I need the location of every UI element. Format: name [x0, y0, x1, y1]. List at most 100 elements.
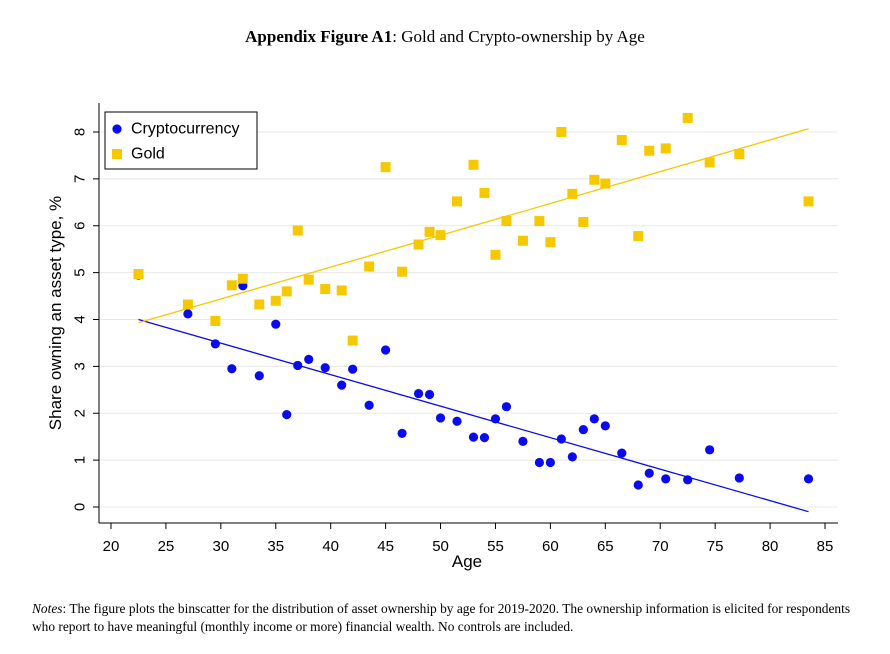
- legend-label-gold: Gold: [131, 146, 165, 163]
- notes-label: Notes: [32, 601, 63, 616]
- x-tick-label-60: 60: [542, 538, 559, 555]
- x-tick-label-50: 50: [432, 538, 449, 555]
- gold-point-10: [320, 284, 331, 295]
- x-tick-label-20: 20: [103, 538, 120, 555]
- crypto-point-27: [556, 434, 566, 444]
- y-tick-label-0: 0: [72, 503, 89, 511]
- y-tick-label-8: 8: [72, 128, 89, 136]
- crypto-point-15: [397, 428, 407, 439]
- crypto-point-19: [452, 416, 462, 426]
- gold-point-1: [182, 299, 193, 310]
- crypto-point-12: [348, 364, 358, 374]
- crypto-point-26: [545, 457, 555, 468]
- crypto-point-34: [644, 468, 654, 478]
- figure-title-rest: : Gold and Crypto-ownership by Age: [392, 27, 645, 46]
- y-tick-label-3: 3: [72, 362, 89, 370]
- gold-point-30: [589, 174, 600, 185]
- x-tick-label-35: 35: [267, 538, 284, 555]
- crypto-point-23: [501, 402, 512, 412]
- crypto-point-35: [661, 474, 671, 484]
- gold-point-33: [633, 231, 644, 242]
- crypto-point-32: [617, 448, 627, 458]
- y-tick-label-2: 2: [72, 409, 89, 417]
- x-axis-title: Age: [452, 552, 482, 571]
- gold-point-38: [734, 149, 745, 160]
- legend-marker-gold: [112, 149, 122, 159]
- gold-point-22: [490, 249, 501, 260]
- x-tick-label-55: 55: [487, 538, 504, 555]
- y-tick-label-4: 4: [72, 315, 89, 323]
- crypto-point-3: [227, 364, 237, 374]
- gold-point-5: [254, 299, 265, 310]
- x-tick-label-65: 65: [597, 538, 614, 555]
- gold-point-16: [413, 239, 424, 250]
- figure-notes: Notes: The figure plots the binscatter f…: [32, 600, 872, 636]
- gridlines: [99, 131, 838, 508]
- crypto-point-18: [435, 413, 446, 423]
- gold-point-24: [517, 235, 528, 246]
- crypto-point-16: [413, 388, 424, 399]
- crypto-point-25: [534, 457, 545, 468]
- gold-fit-line: [138, 128, 809, 324]
- gold-point-14: [380, 162, 391, 173]
- crypto-point-33: [633, 480, 643, 490]
- crypto-point-14: [381, 345, 391, 355]
- crypto-point-10: [320, 363, 330, 373]
- crypto-point-29: [578, 425, 588, 435]
- crypto-fit-line: [138, 318, 809, 513]
- gold-point-34: [644, 145, 655, 156]
- gold-point-12: [347, 335, 358, 346]
- crypto-point-2: [210, 339, 220, 349]
- crypto-point-1: [183, 309, 193, 319]
- gold-point-9: [303, 274, 314, 285]
- gold-point-35: [660, 143, 671, 154]
- gold-point-18: [435, 230, 446, 241]
- crypto-point-37: [705, 445, 715, 455]
- crypto-point-9: [304, 354, 314, 364]
- gold-point-32: [616, 134, 627, 145]
- x-tick-label-70: 70: [652, 538, 669, 555]
- crypto-point-17: [424, 389, 435, 400]
- crypto-point-31: [600, 421, 610, 431]
- x-tick-label-40: 40: [322, 538, 339, 555]
- crypto-point-21: [479, 433, 490, 443]
- gold-point-26: [545, 237, 556, 248]
- crypto-point-20: [468, 432, 479, 442]
- gold-point-21: [479, 187, 490, 198]
- x-tick-label-25: 25: [158, 538, 175, 555]
- data-points: [133, 112, 814, 490]
- x-tick-label-80: 80: [762, 538, 779, 555]
- crypto-point-8: [293, 360, 303, 371]
- crypto-point-6: [271, 319, 281, 329]
- legend-marker-crypto: [112, 124, 122, 134]
- y-tick-label-7: 7: [72, 175, 89, 183]
- gold-point-11: [336, 285, 347, 296]
- x-tick-label-85: 85: [817, 538, 834, 555]
- crypto-point-11: [337, 380, 347, 390]
- figure-title-bold: Appendix Figure A1: [245, 27, 393, 46]
- gold-point-8: [292, 225, 303, 236]
- gold-point-29: [578, 217, 589, 227]
- crypto-point-7: [282, 410, 292, 420]
- crypto-point-30: [589, 414, 599, 424]
- notes-text: : The figure plots the binscatter for th…: [32, 601, 851, 634]
- gold-point-23: [501, 216, 512, 227]
- gold-point-25: [534, 216, 545, 227]
- gold-point-36: [682, 112, 693, 123]
- gold-point-0: [133, 269, 144, 280]
- crypto-point-13: [364, 400, 374, 410]
- legend-label-crypto: Cryptocurrency: [131, 121, 239, 138]
- y-axis-title: Share owning an asset type, %: [46, 196, 65, 430]
- gold-point-3: [226, 280, 237, 291]
- gold-point-17: [424, 226, 435, 237]
- gold-point-27: [556, 127, 567, 137]
- gold-point-2: [210, 315, 221, 326]
- x-tick-label-30: 30: [213, 538, 230, 555]
- fit-lines: [138, 128, 809, 513]
- y-tick-label-6: 6: [72, 222, 89, 230]
- legend-box: [104, 111, 258, 170]
- legend: Cryptocurrency Gold: [104, 111, 258, 170]
- x-tick-label-75: 75: [707, 538, 724, 555]
- crypto-point-22: [490, 414, 501, 424]
